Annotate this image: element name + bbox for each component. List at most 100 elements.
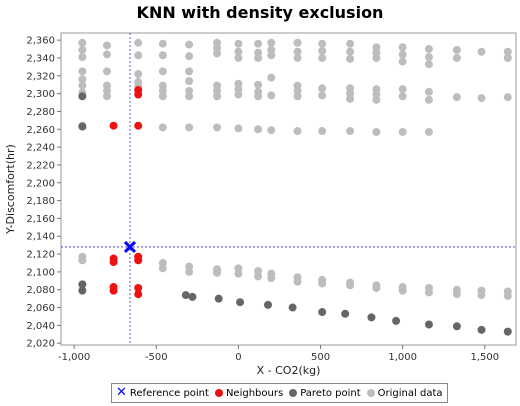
data-point-original-data: [293, 92, 302, 101]
y-tick-label: 2,060: [26, 303, 55, 314]
y-tick-label: 2,280: [26, 107, 55, 118]
data-point-original-data: [185, 67, 194, 76]
data-point-original-data: [158, 67, 167, 76]
y-tick-label: 2,160: [26, 214, 55, 225]
y-axis-label: Y-Discomfort(hr): [4, 144, 17, 235]
data-point-original-data: [318, 39, 327, 48]
legend-label-reference: Reference point: [129, 387, 209, 399]
data-point-original-data: [234, 39, 243, 48]
data-point-original-data: [318, 53, 327, 62]
data-point-pareto-point: [188, 292, 197, 301]
legend-label-pareto: Pareto point: [300, 387, 361, 399]
data-point-original-data: [424, 87, 433, 96]
data-point-original-data: [267, 51, 276, 60]
data-point-original-data: [452, 290, 461, 299]
data-point-neighbours: [134, 256, 143, 265]
data-point-original-data: [254, 272, 263, 281]
data-point-original-data: [158, 264, 167, 273]
data-point-original-data: [452, 93, 461, 102]
data-point-original-data: [158, 51, 167, 60]
data-point-original-data: [293, 53, 302, 62]
data-point-original-data: [318, 91, 327, 100]
data-point-original-data: [102, 92, 111, 101]
chart-legend: ✕ Reference point Neighbours Pareto poin…: [111, 383, 448, 403]
data-point-pareto-point: [263, 300, 272, 309]
data-point-original-data: [254, 125, 263, 134]
y-tick-label: 2,120: [26, 250, 55, 261]
data-point-original-data: [185, 40, 194, 49]
data-point-original-data: [254, 92, 263, 101]
legend-item-pareto: Pareto point: [289, 387, 361, 399]
data-point-pareto-point: [318, 308, 327, 317]
y-tick-label: 2,200: [26, 178, 55, 189]
data-point-original-data: [503, 47, 512, 56]
data-point-pareto-point: [78, 122, 87, 131]
data-point-original-data: [318, 279, 327, 288]
data-point-original-data: [267, 126, 276, 135]
data-point-original-data: [477, 291, 486, 300]
data-point-original-data: [134, 70, 143, 79]
data-point-original-data: [424, 45, 433, 54]
data-point-original-data: [452, 53, 461, 62]
data-point-original-data: [213, 268, 222, 277]
data-point-original-data: [213, 123, 222, 132]
data-point-original-data: [398, 43, 407, 52]
reference-point-marker: [123, 240, 137, 254]
data-point-original-data: [213, 92, 222, 101]
data-point-original-data: [158, 123, 167, 132]
data-point-pareto-point: [288, 303, 297, 312]
red-dot-icon: [214, 389, 223, 397]
data-point-original-data: [424, 53, 433, 62]
y-tick-label: 2,020: [26, 339, 55, 350]
data-point-original-data: [346, 94, 355, 103]
data-point-original-data: [234, 47, 243, 56]
data-point-original-data: [398, 85, 407, 94]
data-point-original-data: [78, 53, 87, 62]
data-point-original-data: [185, 52, 194, 61]
data-point-original-data: [372, 95, 381, 104]
data-point-pareto-point: [78, 286, 87, 295]
data-point-pareto-point: [214, 294, 223, 303]
data-point-original-data: [424, 127, 433, 136]
data-point-original-data: [213, 49, 222, 58]
data-point-original-data: [267, 38, 276, 47]
y-tick-label: 2,320: [26, 71, 55, 82]
data-point-original-data: [293, 38, 302, 47]
data-point-original-data: [372, 283, 381, 292]
data-point-original-data: [78, 81, 87, 90]
y-tick-label: 2,300: [26, 89, 55, 100]
reference-x-icon: ✕: [116, 385, 127, 400]
data-point-original-data: [503, 291, 512, 300]
data-point-original-data: [318, 84, 327, 93]
data-point-neighbours: [134, 90, 143, 99]
x-tick-label: 1,000: [388, 352, 417, 363]
legend-item-neighbours: Neighbours: [214, 388, 283, 399]
data-point-original-data: [398, 92, 407, 101]
data-point-original-data: [293, 47, 302, 56]
y-tick-label: 2,340: [26, 53, 55, 64]
x-tick-label: 1,500: [470, 352, 499, 363]
data-point-original-data: [318, 127, 327, 136]
y-tick-label: 2,180: [26, 196, 55, 207]
data-point-original-data: [134, 38, 143, 47]
data-point-original-data: [234, 124, 243, 133]
data-point-original-data: [424, 288, 433, 297]
legend-label-original: Original data: [377, 387, 443, 399]
data-point-pareto-point: [392, 316, 401, 325]
x-tick-label: 0: [235, 352, 241, 363]
data-point-original-data: [158, 92, 167, 101]
data-point-original-data: [267, 274, 276, 283]
data-point-original-data: [134, 51, 143, 60]
data-point-original-data: [102, 67, 111, 76]
data-point-original-data: [477, 94, 486, 103]
data-point-original-data: [398, 50, 407, 59]
light-gray-dot-icon: [366, 389, 375, 397]
data-point-neighbours: [109, 121, 118, 130]
y-tick-label: 2,260: [26, 125, 55, 136]
data-point-original-data: [424, 95, 433, 104]
y-tick-label: 2,100: [26, 267, 55, 278]
data-point-pareto-point: [236, 298, 245, 307]
plot-area: [60, 32, 517, 346]
dark-gray-dot-icon: [289, 389, 298, 397]
data-point-pareto-point: [503, 327, 512, 336]
